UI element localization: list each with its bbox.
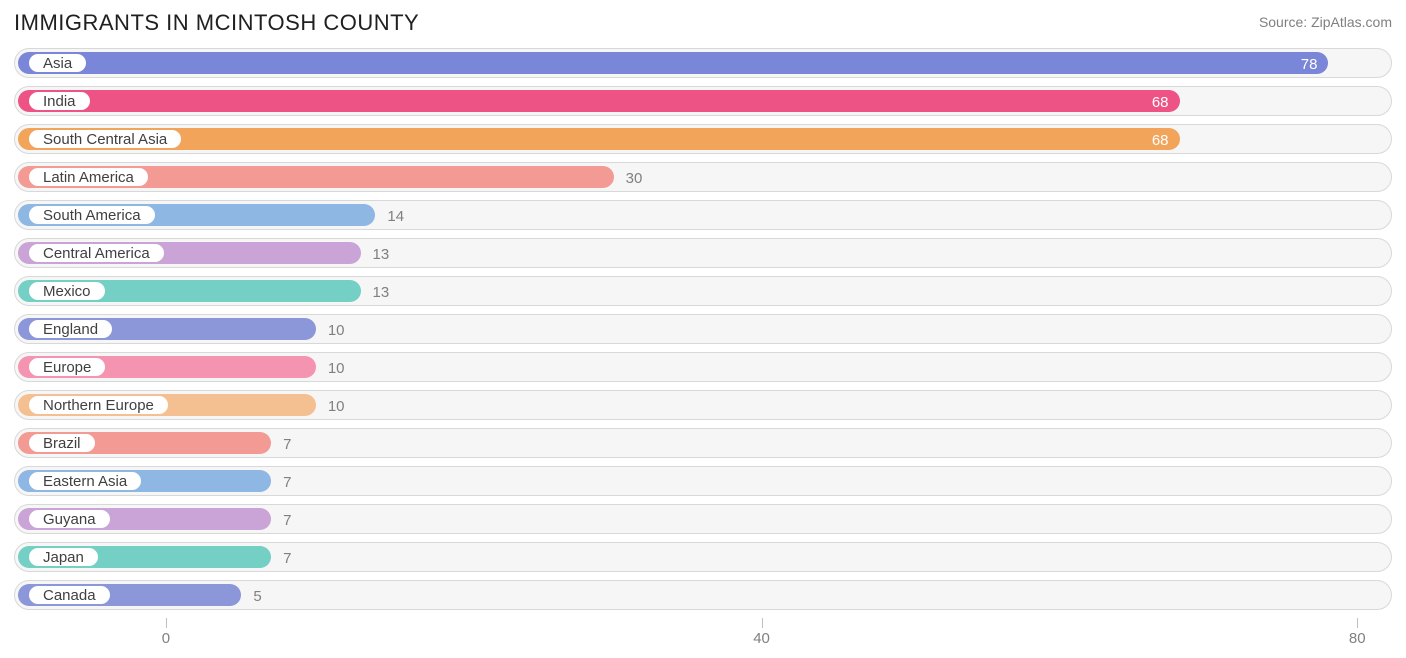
value-label: 78 <box>1301 49 1318 79</box>
axis-tick-label: 40 <box>753 630 770 647</box>
value-label: 13 <box>373 277 390 307</box>
header: IMMIGRANTS IN MCINTOSH COUNTY Source: Zi… <box>14 10 1392 36</box>
bar <box>18 90 1180 112</box>
category-pill: England <box>27 318 114 340</box>
value-label: 7 <box>283 429 291 459</box>
bar <box>18 52 1328 74</box>
axis-tick <box>1357 618 1358 628</box>
value-label: 68 <box>1152 87 1169 117</box>
value-label: 13 <box>373 239 390 269</box>
bar-row: Brazil 7 <box>14 428 1392 458</box>
category-pill: Europe <box>27 356 107 378</box>
value-label: 68 <box>1152 125 1169 155</box>
chart-source: Source: ZipAtlas.com <box>1259 14 1392 30</box>
value-label: 7 <box>283 467 291 497</box>
category-pill: India <box>27 90 92 112</box>
bar <box>18 128 1180 150</box>
bar-row: England 10 <box>14 314 1392 344</box>
category-pill: Mexico <box>27 280 107 302</box>
category-pill: Northern Europe <box>27 394 170 416</box>
bar-row: Canada 5 <box>14 580 1392 610</box>
value-label: 5 <box>253 581 261 611</box>
axis-tick <box>762 618 763 628</box>
bar-row: Eastern Asia 7 <box>14 466 1392 496</box>
bar-row: India 68 <box>14 86 1392 116</box>
value-label: 10 <box>328 315 345 345</box>
category-pill: Eastern Asia <box>27 470 143 492</box>
value-label: 30 <box>626 163 643 193</box>
value-label: 14 <box>387 201 404 231</box>
category-pill: Brazil <box>27 432 97 454</box>
bar-row: South Central Asia 68 <box>14 124 1392 154</box>
axis-tick-label: 80 <box>1349 630 1366 647</box>
category-pill: Japan <box>27 546 100 568</box>
category-pill: Canada <box>27 584 112 606</box>
category-pill: Guyana <box>27 508 112 530</box>
bar-row: Japan 7 <box>14 542 1392 572</box>
value-label: 7 <box>283 543 291 573</box>
chart-area: Asia 78 India 68 South Central Asia 68 Latin A… <box>14 48 1392 648</box>
bar-row: Europe 10 <box>14 352 1392 382</box>
bar-row: Asia 78 <box>14 48 1392 78</box>
category-pill: Latin America <box>27 166 150 188</box>
axis-tick <box>166 618 167 628</box>
bar-row: Central America 13 <box>14 238 1392 268</box>
category-pill: South Central Asia <box>27 128 183 150</box>
category-pill: Central America <box>27 242 166 264</box>
value-label: 10 <box>328 353 345 383</box>
axis-tick-label: 0 <box>162 630 170 647</box>
bar-row: South America 14 <box>14 200 1392 230</box>
value-label: 7 <box>283 505 291 535</box>
bar-row: Guyana 7 <box>14 504 1392 534</box>
chart-title: IMMIGRANTS IN MCINTOSH COUNTY <box>14 10 419 36</box>
category-pill: Asia <box>27 52 88 74</box>
category-pill: South America <box>27 204 157 226</box>
bar-row: Latin America 30 <box>14 162 1392 192</box>
bar-row: Northern Europe 10 <box>14 390 1392 420</box>
value-label: 10 <box>328 391 345 421</box>
bar-row: Mexico 13 <box>14 276 1392 306</box>
